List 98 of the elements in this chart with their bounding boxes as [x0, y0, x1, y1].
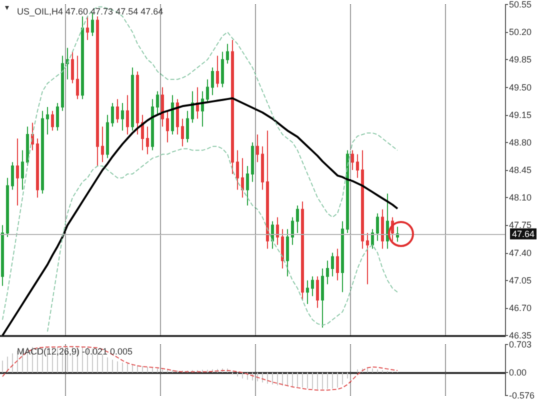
candlestick [201, 90, 204, 128]
candlestick [326, 260, 329, 285]
candlestick [191, 90, 194, 124]
candlestick [11, 162, 14, 190]
candlestick [111, 102, 114, 128]
candlestick [336, 248, 339, 281]
candlestick [266, 130, 269, 250]
candlestick [261, 146, 264, 190]
candlestick [236, 150, 239, 190]
candlestick [131, 67, 134, 132]
candlestick [381, 208, 384, 250]
y-tick-label: -0.576 [509, 390, 535, 400]
candlestick [156, 90, 159, 116]
candlestick [41, 110, 44, 194]
candlestick [231, 39, 234, 174]
y-tick-label: 50.20 [509, 27, 532, 38]
y-tick-label: 50.55 [509, 0, 532, 10]
candlestick [206, 78, 209, 104]
candlestick [371, 228, 374, 250]
candlestick [101, 126, 104, 163]
candlestick [301, 201, 304, 301]
chart-title: US_OIL,H4 47.60 47.73 47.54 47.64 [17, 6, 164, 16]
candlestick [271, 220, 274, 250]
candlestick [66, 47, 69, 80]
candlestick [76, 55, 79, 100]
y-tick-label: 0.00 [509, 368, 527, 378]
y-tick-label: 49.15 [509, 110, 532, 120]
line-series [2, 346, 398, 391]
candlestick [6, 177, 9, 238]
candlestick [221, 51, 224, 88]
candlestick [21, 150, 24, 190]
candlestick [241, 158, 244, 198]
candlestick [281, 228, 284, 270]
candlestick [286, 228, 289, 277]
y-tick-label: 49.85 [509, 54, 532, 65]
candlestick [341, 220, 344, 293]
candlestick [311, 276, 314, 297]
y-tick-label: 47.75 [509, 220, 532, 230]
candlestick [196, 86, 199, 120]
candlestick [36, 138, 39, 198]
candlestick [51, 110, 54, 132]
ref-line-label: 47.64 [512, 228, 535, 239]
y-tick-label: 0.703 [509, 340, 532, 350]
candlestick [26, 126, 29, 167]
candlestick [136, 70, 139, 136]
candlestick [316, 276, 319, 308]
candlestick [141, 114, 144, 151]
candlestick [331, 252, 334, 277]
candlestick [56, 102, 59, 132]
candlestick [116, 98, 119, 124]
candlestick [246, 166, 249, 206]
candlestick [181, 118, 184, 147]
candlestick [121, 102, 124, 132]
y-tick-label: 47.05 [509, 275, 532, 286]
candlestick [361, 150, 364, 250]
y-tick-label: 47.40 [509, 248, 532, 258]
candlestick [351, 150, 354, 170]
candlestick [171, 94, 174, 136]
y-tick-label: 46.35 [509, 330, 532, 340]
candlestick [16, 138, 19, 206]
candlestick [46, 106, 49, 136]
candlestick [251, 142, 254, 182]
candlestick [1, 224, 4, 286]
candlestick [321, 268, 324, 328]
candlestick [291, 216, 294, 246]
candlestick [216, 55, 219, 88]
candlestick [146, 126, 149, 155]
candlestick [306, 280, 309, 304]
candlestick [61, 55, 64, 112]
candlestick [186, 110, 189, 143]
y-tick-label: 48.10 [509, 192, 532, 203]
line-series [2, 6, 398, 320]
candlestick [296, 204, 299, 234]
line-series [47, 146, 398, 332]
candlestick [176, 98, 179, 136]
candlestick [346, 150, 349, 234]
candlestick [356, 154, 359, 178]
candlestick [71, 51, 74, 84]
y-tick-label: 46.70 [509, 302, 532, 313]
candlestick [96, 16, 99, 167]
candlestick [366, 232, 369, 285]
candlestick [126, 94, 129, 136]
y-tick-label: 49.50 [509, 82, 532, 92]
y-tick-label: 48.80 [509, 137, 532, 148]
candlestick [166, 110, 169, 143]
chart-title: MACD(12,26,9) -0.021 0.005 [17, 346, 133, 356]
candlestick [226, 43, 229, 64]
candlestick [161, 86, 164, 128]
candlestick [81, 16, 84, 100]
candlestick [86, 16, 89, 40]
candlestick [211, 67, 214, 96]
candlestick [276, 216, 279, 246]
candlestick [386, 193, 389, 250]
candlestick [256, 134, 259, 163]
candlestick [376, 212, 379, 242]
candlestick [106, 114, 109, 159]
candlestick [151, 98, 154, 151]
y-tick-label: 48.45 [509, 165, 532, 175]
